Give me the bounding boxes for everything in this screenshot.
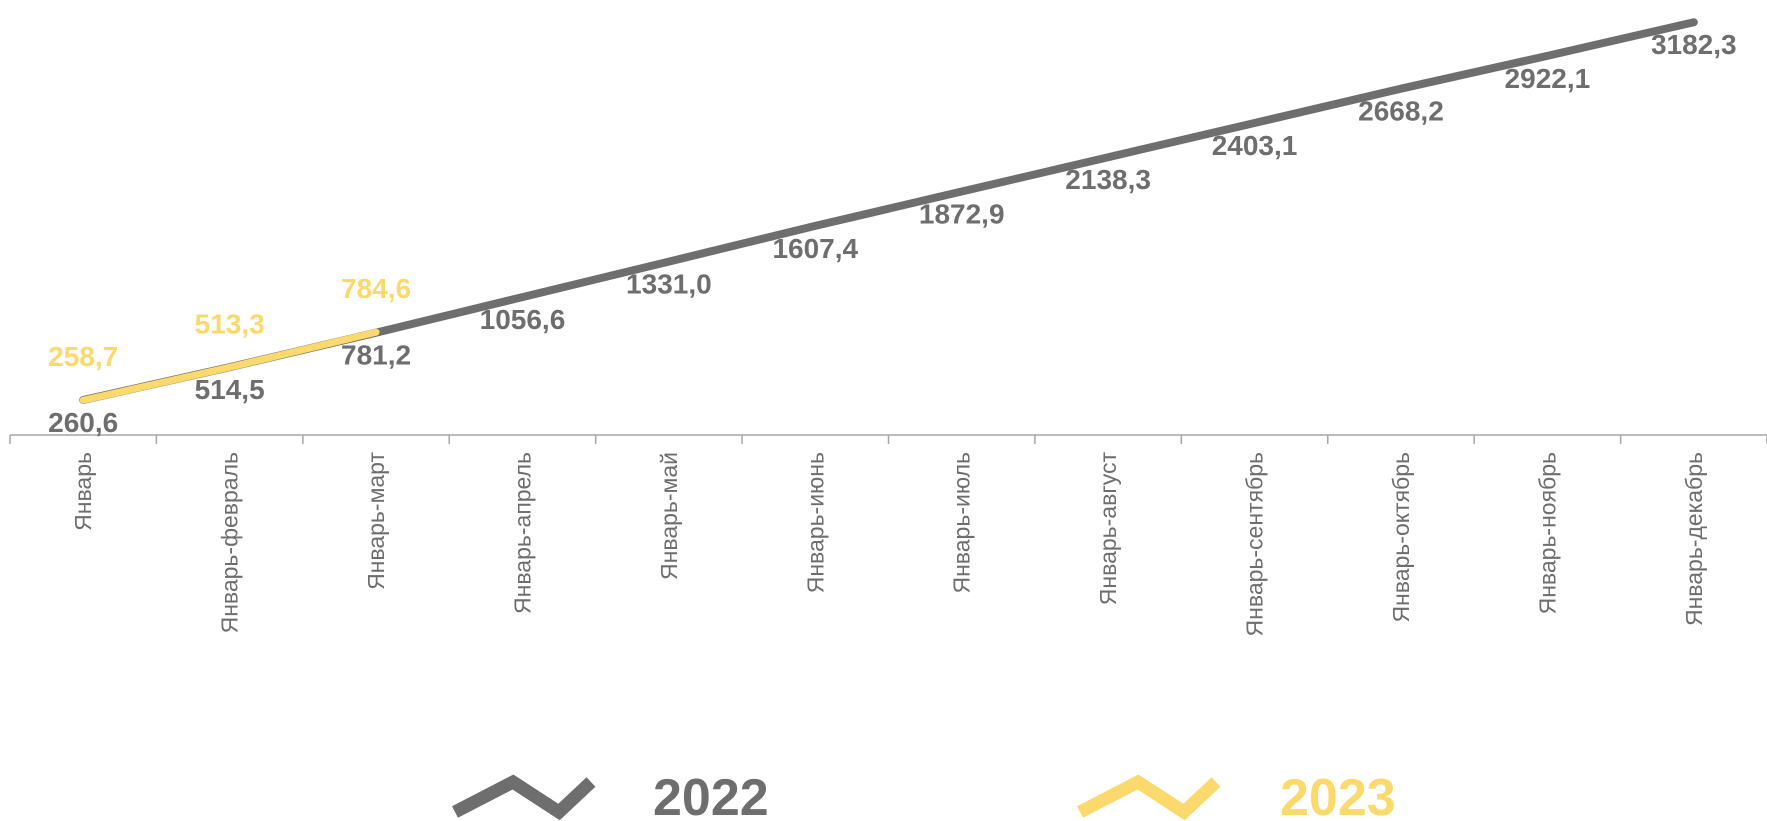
x-tick-label: Январь-июнь xyxy=(802,452,828,593)
x-tick-label: Январь-июль xyxy=(949,452,975,594)
legend-label: 2023 xyxy=(1280,769,1396,821)
legend: 2022 2023 xyxy=(452,769,1396,821)
x-tick-label: Январь-сентябрь xyxy=(1242,452,1268,636)
x-tick-label: Январь-май xyxy=(656,452,682,580)
x-tick-label: Январь-апрель xyxy=(509,452,535,614)
x-tick-label: Январь xyxy=(70,452,96,531)
data-label-2023: 784,6 xyxy=(341,273,411,304)
x-tick-label: Январь-октябрь xyxy=(1388,452,1414,623)
x-tick-labels: Январь Январь-февраль Январь-март Январь-ап… xyxy=(70,452,1707,637)
x-tick-label: Январь-февраль xyxy=(217,452,243,633)
data-label-2022: 1607,4 xyxy=(772,233,858,264)
data-label-2022: 2403,1 xyxy=(1212,130,1298,161)
x-tick-label: Январь-ноябрь xyxy=(1534,452,1560,614)
data-label-2022: 1056,6 xyxy=(480,304,566,335)
data-label-2022: 1872,9 xyxy=(919,199,1005,230)
legend-item-2022: 2022 xyxy=(452,769,769,821)
legend-swatch xyxy=(1077,774,1221,821)
data-label-2023: 513,3 xyxy=(195,308,265,339)
legend-swatch xyxy=(452,774,596,821)
series-lines xyxy=(79,18,1698,404)
data-label-2022: 260,6 xyxy=(48,407,118,438)
data-label-2022: 2138,3 xyxy=(1065,164,1151,195)
x-axis xyxy=(9,434,1767,444)
legend-item-2023: 2023 xyxy=(1077,769,1396,821)
data-label-2022: 3182,3 xyxy=(1651,29,1737,60)
series-line-2023 xyxy=(79,328,380,404)
x-tick-label: Январь-март xyxy=(363,452,389,590)
data-labels: 260,6 514,5 781,2 1056,6 1331,0 1607,4 1872,9 2… xyxy=(48,29,1736,438)
data-label-2022: 2668,2 xyxy=(1358,96,1444,127)
data-label-2022: 781,2 xyxy=(341,340,411,371)
legend-label: 2022 xyxy=(653,769,769,821)
data-label-2022: 1331,0 xyxy=(626,269,712,300)
data-label-2022: 2922,1 xyxy=(1505,63,1591,94)
data-label-2022: 514,5 xyxy=(195,374,265,405)
x-tick-label: Январь-август xyxy=(1095,452,1121,606)
data-label-2023: 258,7 xyxy=(48,341,118,372)
x-tick-label: Январь-декабрь xyxy=(1681,452,1707,626)
